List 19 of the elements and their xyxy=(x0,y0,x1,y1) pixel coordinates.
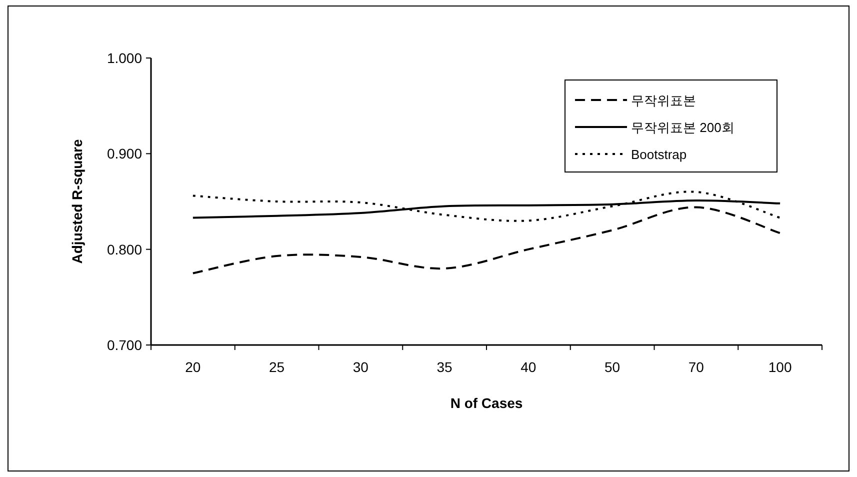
line-series xyxy=(192,190,782,222)
y-tick-label: 1.000 xyxy=(106,50,142,66)
x-tick-label: 30 xyxy=(352,359,369,375)
x-tick-label: 25 xyxy=(269,359,285,375)
y-tick-label: 0.800 xyxy=(106,241,142,258)
x-tick-label: 70 xyxy=(688,359,704,375)
y-axis-title: Adjusted R-square xyxy=(69,139,85,264)
line-series xyxy=(192,206,782,274)
legend-label: 무작위표본 xyxy=(631,93,696,108)
x-tick-label: 100 xyxy=(768,359,792,375)
x-tick-label: 40 xyxy=(520,359,536,375)
legend-label: 무작위표본 200회 xyxy=(631,120,734,135)
x-tick-label: 20 xyxy=(185,359,201,375)
x-axis-title: N of Cases xyxy=(450,395,523,411)
y-tick-label: 0.700 xyxy=(106,337,142,353)
x-tick-label: 35 xyxy=(436,359,453,375)
x-tick-label: 50 xyxy=(604,359,620,375)
legend-label: Bootstrap xyxy=(631,147,687,162)
y-tick-label: 0.900 xyxy=(106,146,142,162)
